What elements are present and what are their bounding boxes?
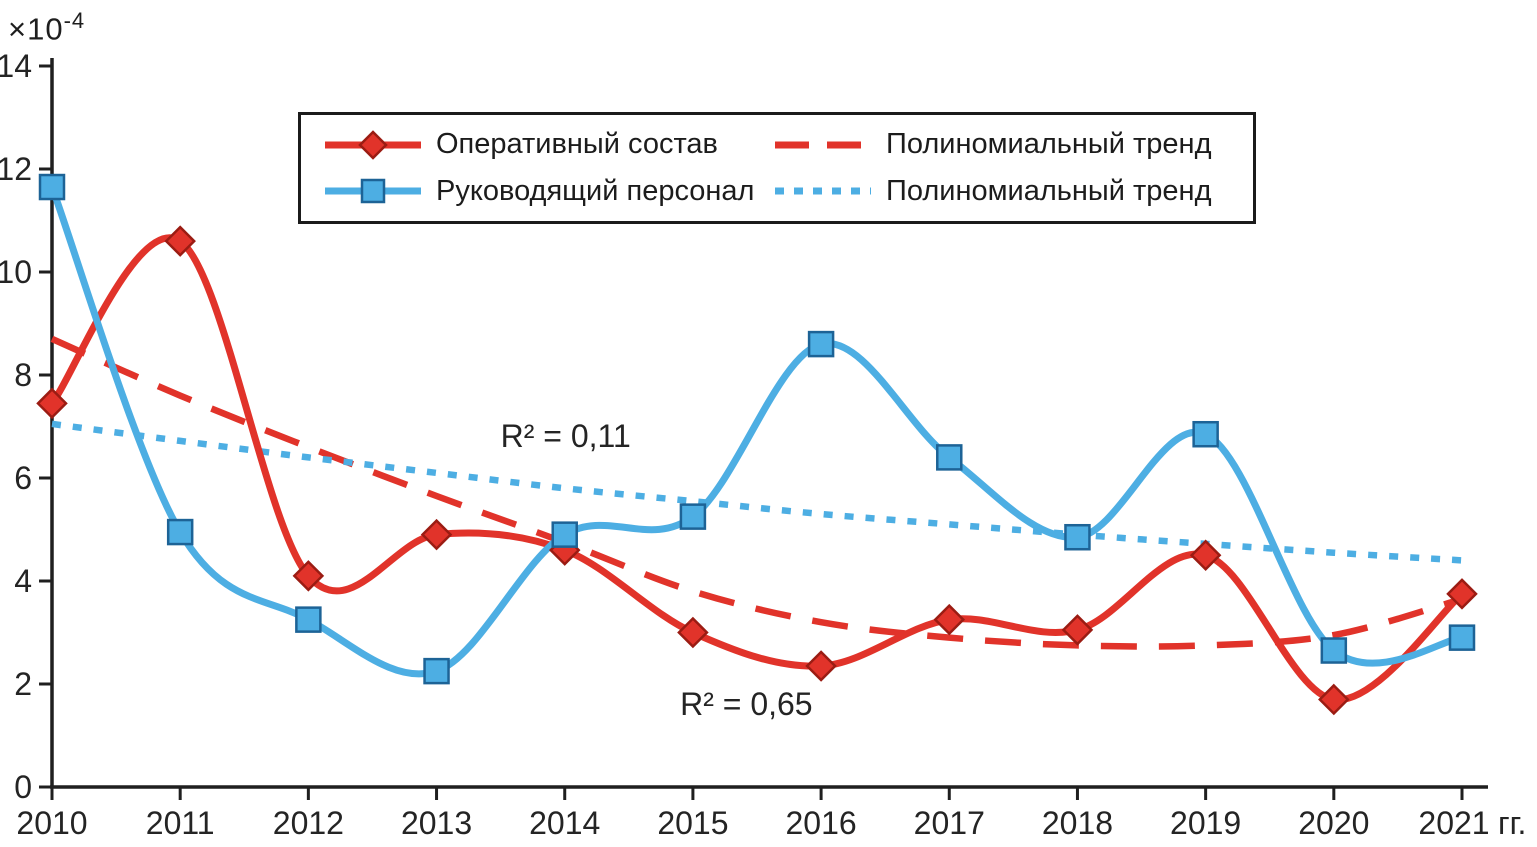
marker-diamond <box>1446 578 1478 610</box>
marker-square <box>295 606 322 633</box>
marker-square <box>1448 624 1476 651</box>
marker-square <box>679 503 707 530</box>
marker-square <box>1064 523 1091 551</box>
x-tick-label: 2015 <box>657 805 728 841</box>
y-tick-label: 12 <box>0 151 32 187</box>
x-tick-label: 2011 <box>146 805 215 841</box>
marker-diamond <box>933 603 966 636</box>
x-tick-label: 2016 <box>785 805 856 841</box>
r2-annotation: R² = 0,65 <box>680 686 813 722</box>
marker-diamond <box>805 650 837 682</box>
legend-label: Оперативный состав <box>436 128 718 161</box>
marker-square <box>936 444 963 471</box>
marker-square <box>1192 420 1219 448</box>
marker-diamond <box>420 518 453 551</box>
legend-label: Руководящий персонал <box>436 174 755 207</box>
marker-diamond <box>292 560 325 592</box>
marker-diamond <box>36 387 68 420</box>
x-tick-label: 2010 <box>16 805 87 841</box>
x-tick-label: 2014 <box>529 805 600 841</box>
legend-label: Полиномиальный тренд <box>886 174 1212 207</box>
marker-diamond <box>1189 539 1222 572</box>
marker-diamond <box>1061 614 1094 646</box>
legend-swatch-management <box>325 179 421 204</box>
x-tick-label: 2020 <box>1298 805 1369 841</box>
y-tick-label: 14 <box>0 48 32 84</box>
legend-item: Полиномиальный тренд <box>775 174 1253 208</box>
series-management-line <box>48 183 1466 678</box>
legend-label: Полиномиальный тренд <box>886 128 1212 161</box>
legend-item: Руководящий персонал <box>325 174 775 208</box>
x-tick-label: 2012 <box>273 805 344 841</box>
marker-square <box>1320 637 1348 664</box>
y-tick-label: 10 <box>0 254 32 290</box>
marker-square <box>166 518 194 546</box>
y-axis-unit-exponent: -4 <box>63 8 86 33</box>
marker-square <box>551 521 578 548</box>
marker-diamond <box>164 225 196 257</box>
x-tick-label: 2021 <box>1418 805 1489 841</box>
legend-swatch-operational-trend <box>775 141 871 149</box>
y-tick-label: 4 <box>14 563 32 599</box>
series-operational-line <box>48 234 1466 704</box>
series-operational-trend-line <box>50 335 1463 650</box>
marker-square <box>38 173 66 201</box>
x-tick-label: 2019 <box>1170 805 1241 841</box>
x-tick-label: 2013 <box>401 805 472 841</box>
legend-item: Полиномиальный тренд <box>775 128 1253 162</box>
y-axis-unit-label: ×10-4 <box>8 8 85 47</box>
square-marker-icon <box>360 179 386 204</box>
marker-square <box>807 330 835 358</box>
r2-annotation: R² = 0,11 <box>501 418 631 454</box>
y-tick-label: 8 <box>14 357 32 393</box>
legend-swatch-management-trend <box>775 187 871 195</box>
x-tick-label: 2018 <box>1042 805 1113 841</box>
legend-item: Оперативный состав <box>325 128 775 162</box>
y-tick-label: 2 <box>14 666 32 702</box>
x-tick-label: 2017 <box>914 805 985 841</box>
marker-diamond <box>677 616 709 649</box>
y-tick-label: 6 <box>14 460 32 496</box>
marker-square <box>423 657 450 685</box>
legend: Оперативный состав Полиномиальный тренд Ру… <box>298 112 1256 224</box>
marker-diamond <box>1318 683 1350 716</box>
legend-swatch-operational <box>325 129 421 160</box>
diamond-marker-icon <box>358 129 388 160</box>
y-tick-label: 0 <box>14 769 32 805</box>
x-axis-unit-label: гг. <box>1498 805 1526 841</box>
y-axis-unit-base: ×10 <box>8 11 64 47</box>
